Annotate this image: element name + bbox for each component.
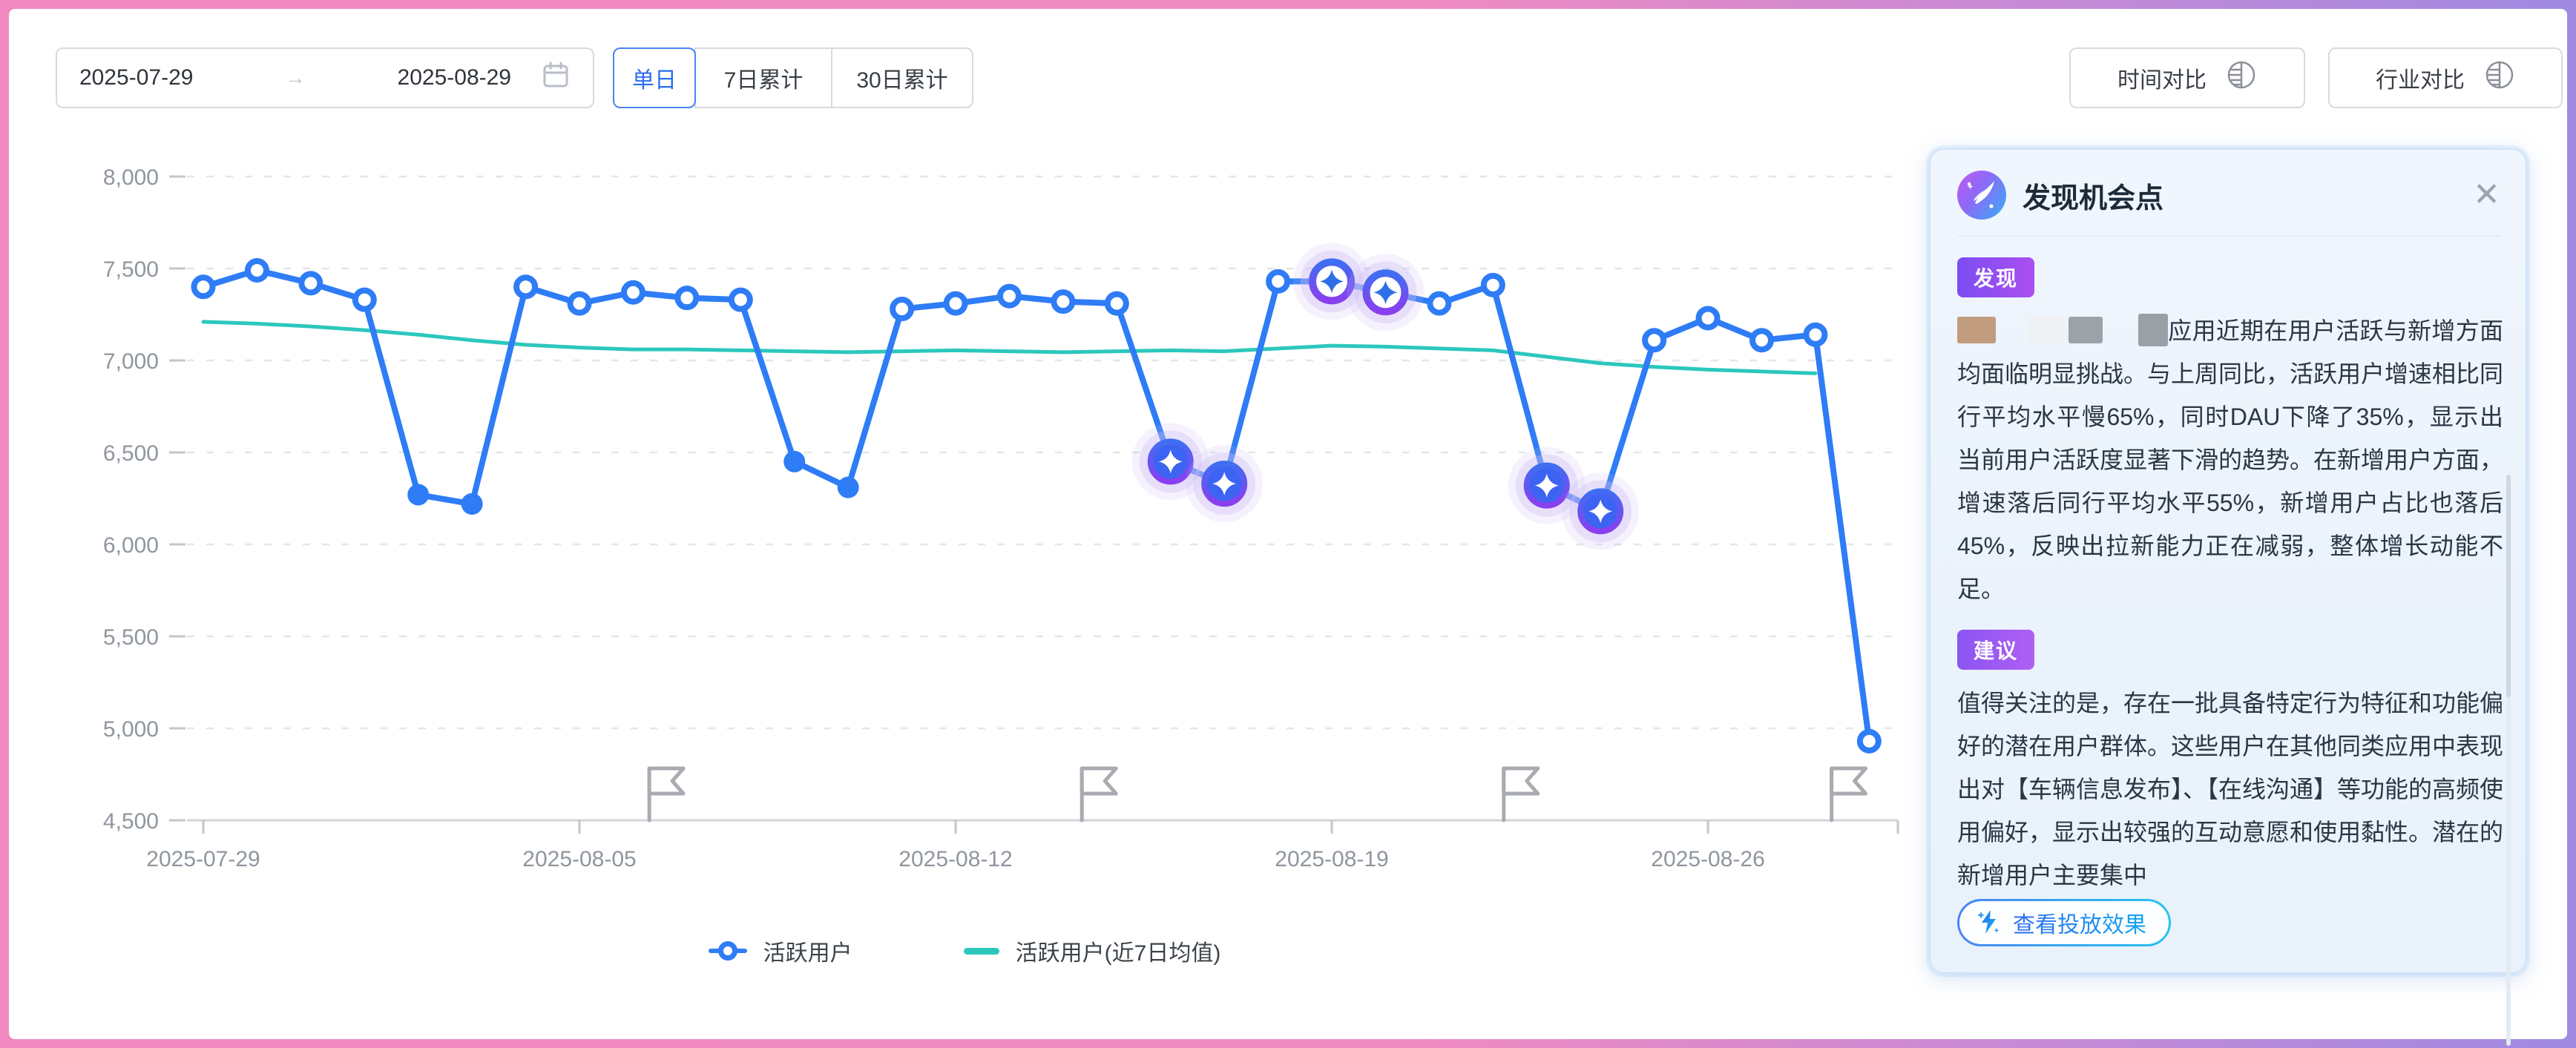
sparkle-marker-icon [1347,254,1425,332]
legend-item-active-users[interactable]: 活跃用户 [708,935,852,967]
redaction-block [1957,317,1996,343]
range-arrow-icon: → [285,66,306,89]
time-compare-button[interactable]: 时间对比 [2069,47,2305,108]
svg-text:5,000: 5,000 [103,717,159,742]
panel-body: 发现 应用近期在用户活跃与新增方面均面临明显挑战。与上周同比，活跃用户增速相比同… [1957,257,2504,897]
svg-text:7,500: 7,500 [103,257,159,282]
date-range-picker[interactable]: 2025-07-29 → 2025-08-29 [56,47,594,108]
date-end[interactable]: 2025-08-29 [397,65,511,90]
lightning-icon [1976,909,2002,937]
discovery-badge: 发现 [1957,257,2035,297]
svg-text:5,500: 5,500 [103,625,159,650]
svg-text:7,000: 7,000 [103,349,159,374]
suggestion-badge: 建议 [1957,630,2035,670]
svg-text:2025-08-19: 2025-08-19 [1275,847,1388,871]
svg-text:2025-08-05: 2025-08-05 [522,847,636,871]
panel-divider [1957,236,2500,237]
industry-compare-label: 行业对比 [2376,68,2465,93]
date-start[interactable]: 2025-07-29 [79,65,194,90]
tab-7day-cumulative[interactable]: 7日累计 [694,47,832,108]
svg-text:2025-08-12: 2025-08-12 [898,847,1012,871]
granularity-tabs: 单日 7日累计 30日累计 [613,47,973,108]
view-effect-button[interactable]: 查看投放效果 [1957,899,2171,946]
tab-single-day[interactable]: 单日 [613,47,696,108]
close-icon[interactable]: ✕ [2473,177,2500,213]
svg-text:8,000: 8,000 [103,165,159,190]
svg-text:6,500: 6,500 [103,441,159,466]
chart-legend: 活跃用户 活跃用户(近7日均值) [0,927,1929,975]
tab-30day-cumulative[interactable]: 30日累计 [831,47,973,108]
sparkle-marker-icon [1508,446,1586,524]
legend-label: 活跃用户(近7日均值) [1015,941,1221,966]
contrast-icon [2484,59,2515,96]
discovery-text: 应用近期在用户活跃与新增方面均面临明显挑战。与上周同比，活跃用户增速相比同行平均… [1957,309,2503,610]
time-compare-label: 时间对比 [2117,68,2207,93]
calendar-icon[interactable] [541,60,571,96]
panel-header: 发现机会点 ✕ [1957,169,2500,221]
sparkle-marker-icon [1131,423,1209,501]
redaction-block [2028,317,2064,343]
dash-marker-icon [963,947,999,955]
contrast-icon [2226,59,2257,96]
svg-text:2025-08-26: 2025-08-26 [1651,847,1764,871]
suggestion-text: 值得关注的是，存在一批具备特定行为特征和功能偏好的潜在用户群体。这些用户在其他同… [1957,690,2504,889]
sparkle-marker-icon [1293,243,1371,320]
discovery-text-content: 应用近期在用户活跃与新增方面均面临明显挑战。与上周同比，活跃用户增速相比同行平均… [1957,317,2504,602]
panel-scrollbar-thumb[interactable] [2506,475,2511,697]
legend-item-7day-avg[interactable]: 活跃用户(近7日均值) [963,935,1221,967]
industry-compare-button[interactable]: 行业对比 [2328,47,2563,108]
svg-text:4,500: 4,500 [103,809,159,834]
panel-title: 发现机会点 [2023,182,2164,214]
line-marker-icon [708,940,747,962]
insight-panel: 发现机会点 ✕ 发现 应用近期在用户活跃与新增方面均面临明显挑战。与上周同比，活… [1929,148,2527,974]
panel-scrollbar-track [2506,475,2511,1046]
sparkle-marker-icon [1562,472,1640,550]
redaction-block [2138,314,2168,346]
svg-text:2025-07-29: 2025-07-29 [146,847,260,871]
view-effect-label: 查看投放效果 [2013,906,2146,939]
ai-sparkle-avatar-icon [1957,171,2006,220]
redaction-block [2069,317,2103,343]
sparkle-marker-icon [1186,445,1264,523]
legend-label: 活跃用户 [763,941,852,966]
svg-text:6,000: 6,000 [103,533,159,558]
